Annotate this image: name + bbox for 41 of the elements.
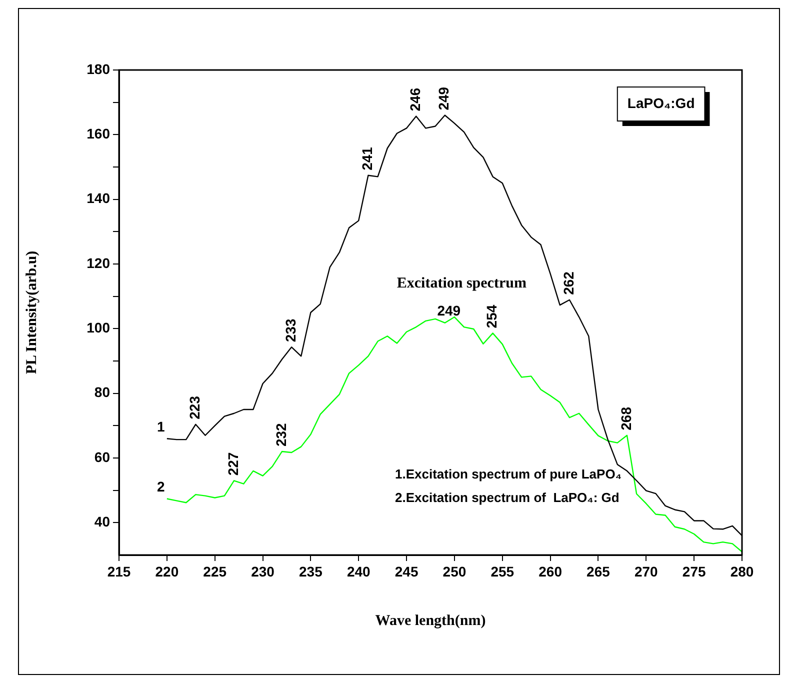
y-tick-label: 40	[94, 514, 110, 530]
annotation: 227	[224, 452, 241, 476]
annotation: 249	[437, 302, 461, 319]
x-tick-label: 255	[490, 563, 514, 580]
annotation: 1	[157, 418, 166, 434]
annotation: 262	[560, 271, 576, 295]
annotation: 223	[186, 396, 203, 420]
y-tick-label: 80	[94, 384, 110, 400]
x-tick-label: 240	[346, 563, 371, 580]
annotation: Excitation spectrum	[396, 275, 527, 292]
annotation: 254	[484, 304, 500, 328]
x-tick-label: 275	[682, 563, 706, 580]
x-tick-label: 250	[442, 563, 466, 580]
y-tick-label: 140	[86, 190, 110, 206]
annotation: 268	[618, 406, 634, 430]
y-tick-label: 160	[86, 126, 110, 142]
x-axis-title: Wave length(nm)	[375, 612, 486, 629]
annotation: 241	[359, 146, 376, 170]
annotation: 2.Excitation spectrum of LaPO₄: Gd	[394, 490, 620, 505]
y-axis-title: PL Intensity(arb.u)	[24, 250, 40, 374]
x-tick-label: 230	[251, 563, 275, 580]
annotation: LaPO₄:Gd	[627, 94, 695, 111]
x-tick-label: 235	[299, 563, 323, 580]
x-tick-label: 260	[538, 563, 562, 580]
x-tick-label: 215	[107, 563, 131, 580]
y-tick-label: 180	[86, 60, 110, 77]
annotation: 233	[282, 318, 298, 342]
y-tick-label: 100	[86, 320, 110, 336]
y-tick-label: 120	[86, 254, 110, 271]
x-tick-label: 265	[586, 563, 610, 580]
x-tick-label: 270	[634, 563, 658, 580]
x-tick-label: 280	[730, 563, 754, 580]
x-tick-label: 225	[203, 563, 227, 580]
x-tick-label: 245	[394, 563, 418, 580]
annotation: 232	[272, 422, 289, 447]
annotation: 2	[157, 478, 166, 495]
y-tick-label: 60	[94, 448, 110, 465]
annotation: 1.Excitation spectrum of pure LaPO₄	[394, 466, 622, 482]
x-tick-label: 220	[155, 563, 179, 580]
annotation: 249	[436, 86, 452, 110]
annotation: 246	[406, 88, 423, 112]
